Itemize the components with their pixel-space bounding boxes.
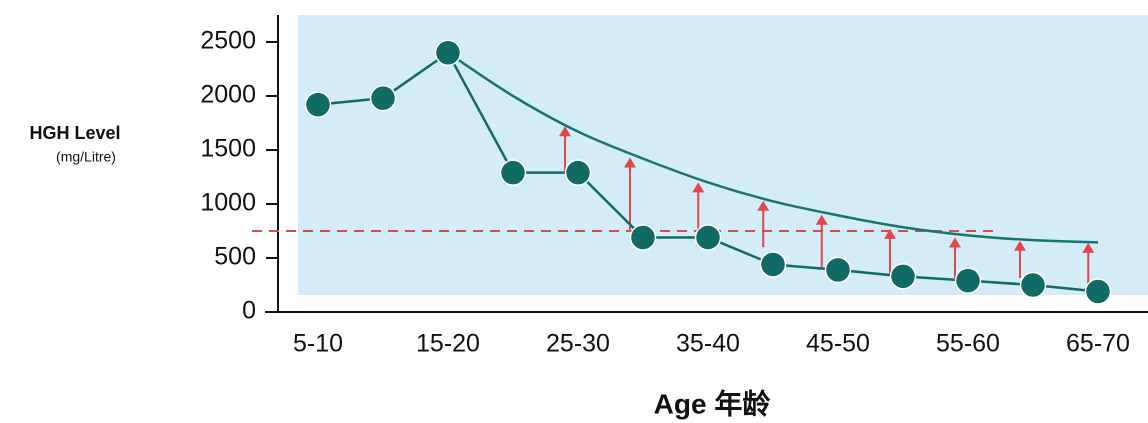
data-point	[629, 224, 657, 251]
data-point	[694, 224, 722, 251]
y-axis-unit: (mg/Litre)	[56, 149, 116, 165]
x-tick-label: 5-10	[293, 330, 343, 358]
data-point	[1019, 271, 1047, 299]
data-point	[954, 267, 982, 294]
y-axis-label: HGH Level	[29, 123, 120, 143]
data-point	[564, 159, 592, 186]
x-axis-label: Age 年龄	[654, 387, 772, 419]
arrow-head	[559, 126, 571, 137]
x-tick-label: 15-20	[416, 330, 480, 358]
data-point	[499, 159, 527, 186]
arrow-head	[884, 228, 896, 239]
arrow-head	[1014, 240, 1026, 251]
y-tick-label: 1500	[200, 135, 256, 163]
x-tick-label: 25-30	[546, 330, 610, 358]
x-tick-label: 45-50	[806, 330, 870, 358]
arrow-head	[1082, 242, 1095, 253]
data-point	[434, 39, 462, 67]
arrow-head	[815, 214, 828, 225]
arrow-head	[692, 182, 705, 193]
arrow-head	[757, 200, 770, 211]
data-point	[759, 251, 787, 278]
arrow-head	[949, 237, 961, 248]
y-tick-label: 1000	[200, 189, 256, 217]
arrow-head	[624, 157, 636, 168]
x-tick-label: 55-60	[936, 330, 1000, 358]
y-tick-label: 500	[214, 243, 256, 271]
y-tick-label: 0	[242, 297, 256, 325]
y-tick-label: 2000	[200, 81, 256, 109]
data-point	[824, 256, 852, 284]
trend-curve	[447, 51, 1099, 244]
data-point	[304, 91, 332, 118]
data-point	[889, 263, 917, 290]
data-point	[369, 84, 397, 112]
data-point	[1084, 278, 1112, 305]
y-tick-label: 2500	[200, 27, 256, 55]
x-tick-label: 65-70	[1066, 330, 1130, 358]
x-tick-label: 35-40	[676, 330, 740, 358]
